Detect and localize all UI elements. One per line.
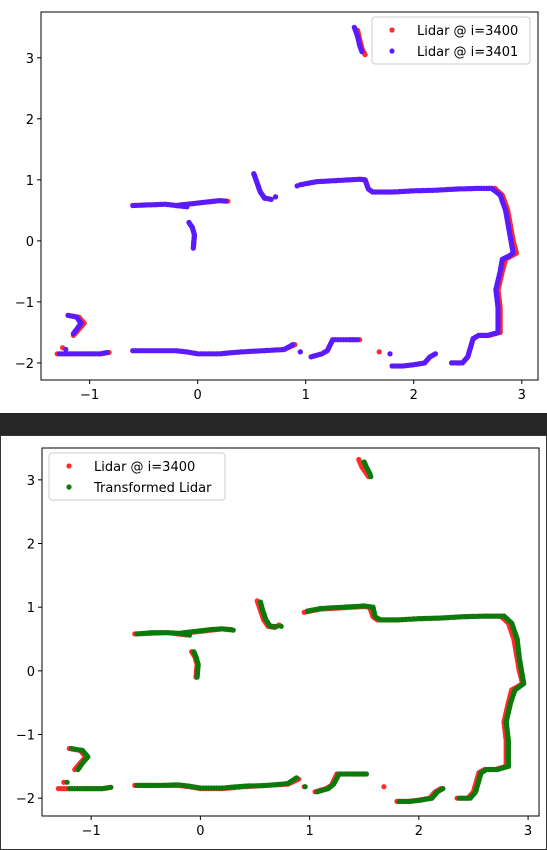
x-tick-label: −1	[82, 824, 101, 839]
x-tick-label: 2	[415, 824, 423, 839]
y-tick-label: 3	[26, 52, 34, 67]
series-1-points	[64, 459, 527, 804]
y-tick-label: −1	[16, 729, 35, 744]
legend-marker	[389, 27, 395, 33]
data-point	[190, 245, 196, 251]
data-point	[272, 194, 279, 200]
x-tick-label: 0	[194, 388, 202, 403]
series-1-points	[56, 24, 516, 369]
data-point	[108, 784, 114, 790]
x-tick-label: 2	[410, 388, 418, 403]
data-point	[268, 196, 274, 202]
data-point	[302, 784, 308, 790]
data-point	[64, 779, 70, 785]
legend-box	[48, 452, 226, 501]
legend-marker	[389, 48, 395, 54]
data-point	[274, 623, 280, 629]
axes-frame	[40, 11, 539, 381]
legend-label: Lidar @ i=3400	[417, 24, 518, 39]
y-tick-label: 2	[27, 538, 35, 553]
top-figure-panel: −1 0 1 2 3 −2 −1 0 1 2 3 Lidar @ i=3400 Lidar @ i=34…	[0, 0, 547, 413]
y-tick-label: 1	[27, 601, 35, 616]
data-point	[63, 346, 69, 353]
data-point	[290, 342, 296, 348]
y-tick-label: −1	[15, 296, 34, 311]
x-tick-label: 1	[302, 388, 310, 403]
legend-box	[371, 16, 531, 65]
data-point	[230, 627, 236, 633]
data-point	[194, 674, 200, 680]
data-point	[297, 349, 303, 355]
x-tick-label: 3	[524, 824, 532, 839]
data-point	[440, 786, 446, 792]
x-tick-label: 1	[305, 824, 313, 839]
data-point	[387, 351, 393, 357]
bottom-scatter-chart: −1 0 1 2 3 −2 −1 0 1 2 3 Lidar @ i=3400 Transformed …	[16, 447, 540, 839]
x-tick-label: 0	[196, 824, 204, 839]
data-point	[359, 49, 365, 55]
y-tick-label: −2	[16, 792, 35, 807]
data-point	[75, 766, 81, 773]
legend-label: Transformed Lidar	[93, 481, 212, 496]
series-0-points	[55, 456, 526, 804]
y-tick-label: 0	[26, 235, 34, 250]
legend-label: Lidar @ i=3401	[417, 45, 518, 60]
data-point	[223, 198, 229, 204]
data-point	[368, 474, 374, 480]
legend-label: Lidar @ i=3400	[94, 460, 195, 475]
y-tick-label: 0	[27, 665, 35, 680]
data-point	[294, 183, 300, 189]
series-0-points	[54, 27, 520, 369]
x-tick-label: −1	[80, 388, 99, 403]
axes-frame	[41, 447, 540, 817]
data-point	[278, 623, 284, 629]
legend-marker	[66, 484, 72, 490]
data-point	[381, 784, 387, 790]
data-point	[376, 349, 382, 355]
data-point	[70, 331, 76, 337]
y-tick-label: 1	[26, 174, 34, 189]
y-tick-label: 2	[26, 113, 34, 128]
y-tick-label: 3	[27, 474, 35, 489]
y-tick-label: −2	[15, 357, 34, 372]
legend: Lidar @ i=3400 Transformed Lidar	[48, 452, 226, 501]
data-point	[293, 775, 300, 781]
x-tick-label: 3	[518, 388, 526, 403]
data-point	[432, 351, 438, 357]
panel-divider	[0, 413, 547, 435]
data-point	[104, 349, 110, 356]
data-point	[363, 771, 369, 777]
legend: Lidar @ i=3400 Lidar @ i=3401	[371, 16, 531, 65]
data-point	[449, 360, 455, 366]
data-point	[456, 795, 462, 801]
data-point	[355, 337, 361, 343]
bottom-figure-panel: −1 0 1 2 3 −2 −1 0 1 2 3 Lidar @ i=3400 Transformed …	[0, 435, 547, 850]
legend-marker	[66, 463, 72, 469]
